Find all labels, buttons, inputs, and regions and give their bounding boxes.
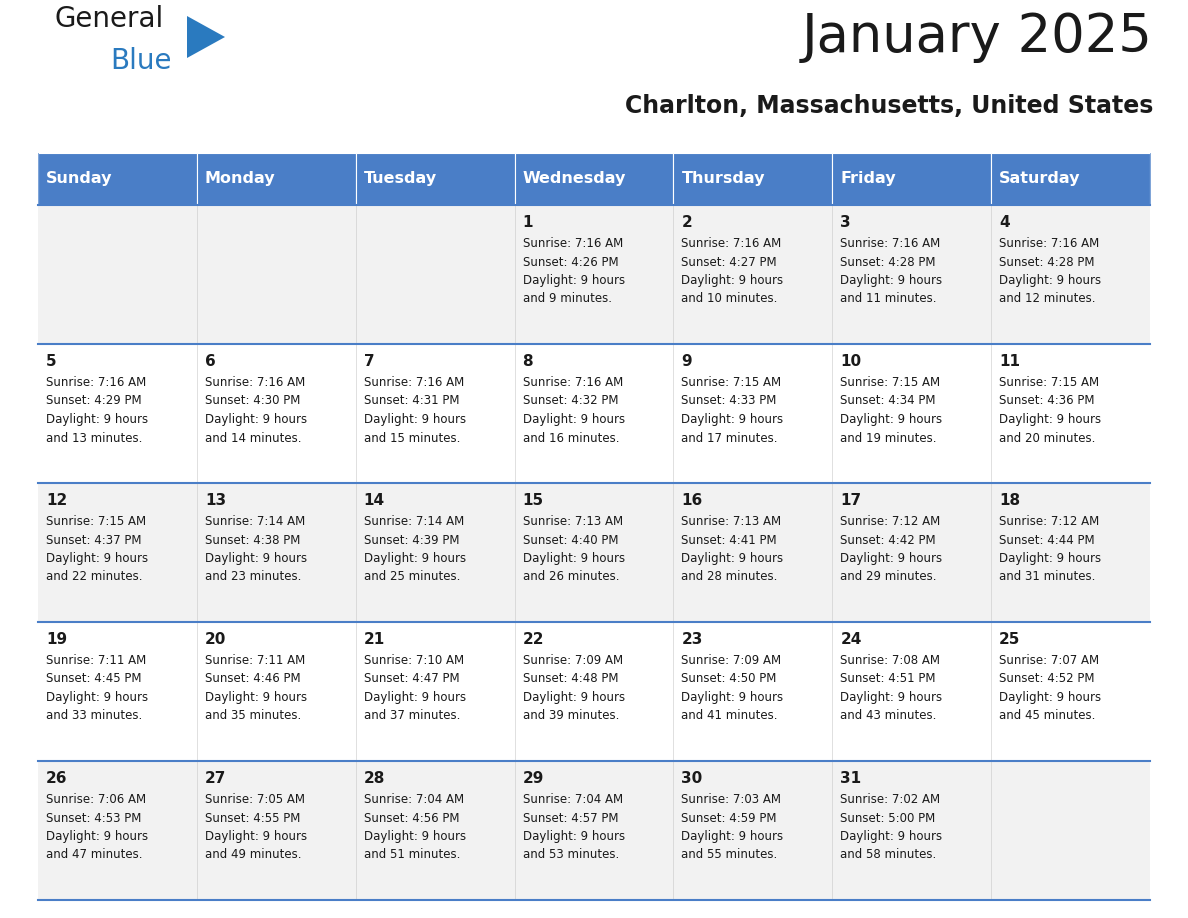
- Text: Sunrise: 7:12 AM
Sunset: 4:44 PM
Daylight: 9 hours
and 31 minutes.: Sunrise: 7:12 AM Sunset: 4:44 PM Dayligh…: [999, 515, 1101, 584]
- Text: 30: 30: [682, 771, 702, 786]
- Text: 31: 31: [840, 771, 861, 786]
- FancyBboxPatch shape: [197, 153, 355, 205]
- Text: Sunrise: 7:08 AM
Sunset: 4:51 PM
Daylight: 9 hours
and 43 minutes.: Sunrise: 7:08 AM Sunset: 4:51 PM Dayligh…: [840, 654, 942, 722]
- Text: 22: 22: [523, 632, 544, 647]
- Text: Sunrise: 7:12 AM
Sunset: 4:42 PM
Daylight: 9 hours
and 29 minutes.: Sunrise: 7:12 AM Sunset: 4:42 PM Dayligh…: [840, 515, 942, 584]
- Text: Sunrise: 7:15 AM
Sunset: 4:34 PM
Daylight: 9 hours
and 19 minutes.: Sunrise: 7:15 AM Sunset: 4:34 PM Dayligh…: [840, 376, 942, 444]
- FancyBboxPatch shape: [38, 761, 1150, 900]
- Text: Sunrise: 7:15 AM
Sunset: 4:33 PM
Daylight: 9 hours
and 17 minutes.: Sunrise: 7:15 AM Sunset: 4:33 PM Dayligh…: [682, 376, 784, 444]
- Text: 16: 16: [682, 493, 702, 508]
- Text: Charlton, Massachusetts, United States: Charlton, Massachusetts, United States: [625, 94, 1154, 118]
- Text: Sunrise: 7:13 AM
Sunset: 4:41 PM
Daylight: 9 hours
and 28 minutes.: Sunrise: 7:13 AM Sunset: 4:41 PM Dayligh…: [682, 515, 784, 584]
- FancyBboxPatch shape: [991, 153, 1150, 205]
- Text: 20: 20: [204, 632, 226, 647]
- Text: Sunrise: 7:15 AM
Sunset: 4:37 PM
Daylight: 9 hours
and 22 minutes.: Sunrise: 7:15 AM Sunset: 4:37 PM Dayligh…: [46, 515, 148, 584]
- Text: Sunrise: 7:11 AM
Sunset: 4:45 PM
Daylight: 9 hours
and 33 minutes.: Sunrise: 7:11 AM Sunset: 4:45 PM Dayligh…: [46, 654, 148, 722]
- Text: 6: 6: [204, 354, 215, 369]
- FancyBboxPatch shape: [514, 153, 674, 205]
- Text: 26: 26: [46, 771, 68, 786]
- Text: Thursday: Thursday: [682, 172, 765, 186]
- Text: Sunrise: 7:16 AM
Sunset: 4:26 PM
Daylight: 9 hours
and 9 minutes.: Sunrise: 7:16 AM Sunset: 4:26 PM Dayligh…: [523, 237, 625, 306]
- Text: 17: 17: [840, 493, 861, 508]
- Text: 15: 15: [523, 493, 544, 508]
- Text: 27: 27: [204, 771, 226, 786]
- Text: 12: 12: [46, 493, 68, 508]
- Text: 8: 8: [523, 354, 533, 369]
- FancyBboxPatch shape: [38, 344, 1150, 483]
- Text: 5: 5: [46, 354, 57, 369]
- Text: Sunday: Sunday: [46, 172, 113, 186]
- Text: Sunrise: 7:07 AM
Sunset: 4:52 PM
Daylight: 9 hours
and 45 minutes.: Sunrise: 7:07 AM Sunset: 4:52 PM Dayligh…: [999, 654, 1101, 722]
- Text: Saturday: Saturday: [999, 172, 1081, 186]
- Text: Friday: Friday: [840, 172, 896, 186]
- Text: 25: 25: [999, 632, 1020, 647]
- Text: Sunrise: 7:11 AM
Sunset: 4:46 PM
Daylight: 9 hours
and 35 minutes.: Sunrise: 7:11 AM Sunset: 4:46 PM Dayligh…: [204, 654, 307, 722]
- Text: Sunrise: 7:10 AM
Sunset: 4:47 PM
Daylight: 9 hours
and 37 minutes.: Sunrise: 7:10 AM Sunset: 4:47 PM Dayligh…: [364, 654, 466, 722]
- Text: Sunrise: 7:13 AM
Sunset: 4:40 PM
Daylight: 9 hours
and 26 minutes.: Sunrise: 7:13 AM Sunset: 4:40 PM Dayligh…: [523, 515, 625, 584]
- Text: 13: 13: [204, 493, 226, 508]
- FancyBboxPatch shape: [355, 153, 514, 205]
- FancyBboxPatch shape: [674, 153, 833, 205]
- FancyBboxPatch shape: [833, 153, 991, 205]
- Text: Sunrise: 7:03 AM
Sunset: 4:59 PM
Daylight: 9 hours
and 55 minutes.: Sunrise: 7:03 AM Sunset: 4:59 PM Dayligh…: [682, 793, 784, 861]
- Text: Sunrise: 7:16 AM
Sunset: 4:32 PM
Daylight: 9 hours
and 16 minutes.: Sunrise: 7:16 AM Sunset: 4:32 PM Dayligh…: [523, 376, 625, 444]
- FancyBboxPatch shape: [38, 483, 1150, 622]
- Text: Sunrise: 7:14 AM
Sunset: 4:39 PM
Daylight: 9 hours
and 25 minutes.: Sunrise: 7:14 AM Sunset: 4:39 PM Dayligh…: [364, 515, 466, 584]
- Text: 3: 3: [840, 215, 851, 230]
- Text: Sunrise: 7:16 AM
Sunset: 4:29 PM
Daylight: 9 hours
and 13 minutes.: Sunrise: 7:16 AM Sunset: 4:29 PM Dayligh…: [46, 376, 148, 444]
- Text: 10: 10: [840, 354, 861, 369]
- Text: Wednesday: Wednesday: [523, 172, 626, 186]
- Text: Sunrise: 7:15 AM
Sunset: 4:36 PM
Daylight: 9 hours
and 20 minutes.: Sunrise: 7:15 AM Sunset: 4:36 PM Dayligh…: [999, 376, 1101, 444]
- Text: Sunrise: 7:09 AM
Sunset: 4:50 PM
Daylight: 9 hours
and 41 minutes.: Sunrise: 7:09 AM Sunset: 4:50 PM Dayligh…: [682, 654, 784, 722]
- Text: Sunrise: 7:16 AM
Sunset: 4:28 PM
Daylight: 9 hours
and 11 minutes.: Sunrise: 7:16 AM Sunset: 4:28 PM Dayligh…: [840, 237, 942, 306]
- Text: January 2025: January 2025: [802, 11, 1154, 63]
- Text: 24: 24: [840, 632, 861, 647]
- Text: 28: 28: [364, 771, 385, 786]
- Text: Sunrise: 7:16 AM
Sunset: 4:30 PM
Daylight: 9 hours
and 14 minutes.: Sunrise: 7:16 AM Sunset: 4:30 PM Dayligh…: [204, 376, 307, 444]
- Text: 14: 14: [364, 493, 385, 508]
- Text: 4: 4: [999, 215, 1010, 230]
- Text: 2: 2: [682, 215, 693, 230]
- Text: 1: 1: [523, 215, 533, 230]
- Text: Blue: Blue: [110, 47, 171, 75]
- Text: General: General: [55, 5, 164, 33]
- Text: Sunrise: 7:16 AM
Sunset: 4:27 PM
Daylight: 9 hours
and 10 minutes.: Sunrise: 7:16 AM Sunset: 4:27 PM Dayligh…: [682, 237, 784, 306]
- Text: 9: 9: [682, 354, 693, 369]
- Text: 11: 11: [999, 354, 1020, 369]
- Text: Sunrise: 7:16 AM
Sunset: 4:28 PM
Daylight: 9 hours
and 12 minutes.: Sunrise: 7:16 AM Sunset: 4:28 PM Dayligh…: [999, 237, 1101, 306]
- Text: Sunrise: 7:06 AM
Sunset: 4:53 PM
Daylight: 9 hours
and 47 minutes.: Sunrise: 7:06 AM Sunset: 4:53 PM Dayligh…: [46, 793, 148, 861]
- Text: 21: 21: [364, 632, 385, 647]
- Text: Sunrise: 7:04 AM
Sunset: 4:56 PM
Daylight: 9 hours
and 51 minutes.: Sunrise: 7:04 AM Sunset: 4:56 PM Dayligh…: [364, 793, 466, 861]
- FancyBboxPatch shape: [38, 622, 1150, 761]
- Text: Tuesday: Tuesday: [364, 172, 437, 186]
- FancyBboxPatch shape: [38, 153, 197, 205]
- Text: 18: 18: [999, 493, 1020, 508]
- Text: 19: 19: [46, 632, 68, 647]
- Text: Sunrise: 7:04 AM
Sunset: 4:57 PM
Daylight: 9 hours
and 53 minutes.: Sunrise: 7:04 AM Sunset: 4:57 PM Dayligh…: [523, 793, 625, 861]
- Text: Sunrise: 7:14 AM
Sunset: 4:38 PM
Daylight: 9 hours
and 23 minutes.: Sunrise: 7:14 AM Sunset: 4:38 PM Dayligh…: [204, 515, 307, 584]
- Text: 23: 23: [682, 632, 703, 647]
- Text: Sunrise: 7:02 AM
Sunset: 5:00 PM
Daylight: 9 hours
and 58 minutes.: Sunrise: 7:02 AM Sunset: 5:00 PM Dayligh…: [840, 793, 942, 861]
- Text: Sunrise: 7:16 AM
Sunset: 4:31 PM
Daylight: 9 hours
and 15 minutes.: Sunrise: 7:16 AM Sunset: 4:31 PM Dayligh…: [364, 376, 466, 444]
- Polygon shape: [187, 16, 225, 58]
- FancyBboxPatch shape: [38, 205, 1150, 344]
- Text: Sunrise: 7:05 AM
Sunset: 4:55 PM
Daylight: 9 hours
and 49 minutes.: Sunrise: 7:05 AM Sunset: 4:55 PM Dayligh…: [204, 793, 307, 861]
- Text: Monday: Monday: [204, 172, 276, 186]
- Text: Sunrise: 7:09 AM
Sunset: 4:48 PM
Daylight: 9 hours
and 39 minutes.: Sunrise: 7:09 AM Sunset: 4:48 PM Dayligh…: [523, 654, 625, 722]
- Text: 7: 7: [364, 354, 374, 369]
- Text: 29: 29: [523, 771, 544, 786]
